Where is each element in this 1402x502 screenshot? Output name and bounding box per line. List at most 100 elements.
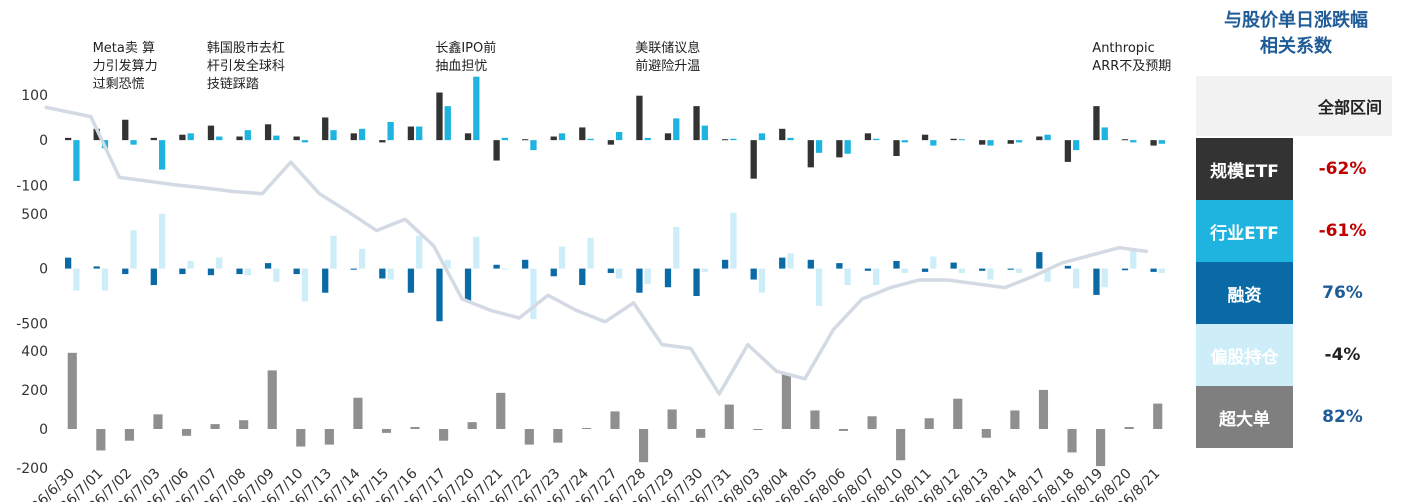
bar-超大单-26/7/28 [638, 428, 649, 463]
bar-规模ETF-26/7/29 [664, 133, 672, 141]
price-point-26/7/22 [518, 317, 520, 319]
price-point-26/8/21 [1147, 251, 1149, 252]
bar-融资-26/7/13 [322, 268, 329, 293]
price-point-26/7/27 [604, 321, 606, 323]
bar-行业ETF-26/8/18 [1073, 140, 1080, 151]
bar-规模ETF-26/8/05 [807, 140, 814, 168]
bar-行业ETF-26/8/20 [1130, 140, 1137, 143]
y-tick-label: 400 [21, 344, 48, 360]
bar-规模ETF-26/8/06 [836, 140, 843, 158]
correlation-row: 融资 76% [1196, 262, 1392, 324]
y-tick-label: -500 [16, 316, 48, 332]
bar-偏股持仓-26/7/07 [216, 257, 223, 269]
bar-规模ETF-26/7/21 [493, 140, 500, 161]
price-point-26/7/29 [661, 344, 663, 346]
bar-融资-26/8/11 [921, 268, 929, 272]
bar-行业ETF-26/8/04 [787, 137, 794, 141]
bar-融资-26/6/30 [64, 257, 72, 269]
bar-行业ETF-26/7/03 [158, 140, 166, 170]
bar-融资-26/8/07 [864, 268, 872, 271]
bar-超大单-26/7/27 [610, 411, 620, 429]
bar-融资-26/7/14 [350, 268, 357, 270]
price-point-26/8/13 [975, 283, 977, 285]
bar-偏股持仓-26/7/01 [101, 268, 109, 291]
correlation-row: 偏股持仓 -4% [1196, 324, 1392, 386]
bar-超大单-26/7/01 [96, 428, 106, 451]
bar-融资-26/8/19 [1093, 268, 1100, 295]
bar-行业ETF-26/7/02 [130, 140, 137, 145]
bar-偏股持仓-26/8/11 [930, 256, 937, 269]
price-point-26/7/09 [261, 193, 263, 195]
bar-偏股持仓-26/8/13 [987, 268, 994, 280]
bar-超大单-26/8/05 [810, 410, 820, 429]
bar-行业ETF-26/7/15 [387, 122, 394, 141]
price-point-26/8/14 [1004, 287, 1006, 289]
bar-融资-26/8/12 [950, 262, 957, 269]
bar-规模ETF-26/8/03 [750, 140, 757, 179]
bar-规模ETF-26/7/20 [464, 133, 472, 141]
bar-规模ETF-26/8/07 [864, 133, 872, 141]
bar-偏股持仓-26/7/17 [444, 259, 451, 269]
bar-行业ETF-26/8/13 [987, 140, 994, 146]
bar-行业ETF-26/7/28 [644, 137, 651, 141]
price-point-26/7/24 [575, 309, 577, 311]
bar-行业ETF-26/7/22 [530, 140, 537, 151]
correlation-row-label: 行业ETF [1196, 200, 1293, 262]
bar-偏股持仓-26/8/12 [958, 268, 966, 273]
bar-超大单-26/8/06 [838, 428, 849, 431]
price-point-26/7/30 [690, 347, 692, 349]
bar-行业ETF-26/8/06 [844, 140, 851, 154]
correlation-header-label: 全部区间 [1317, 98, 1382, 117]
bar-超大单-26/7/13 [324, 428, 334, 445]
bar-偏股持仓-26/7/28 [644, 268, 651, 284]
bar-融资-26/7/29 [664, 268, 672, 288]
bar-行业ETF-26/7/29 [673, 118, 680, 141]
event-annotation: 韩国股市去杠 杆引发全球科 技链踩踏 [206, 41, 285, 92]
bar-规模ETF-26/7/24 [579, 127, 586, 141]
bar-偏股持仓-26/7/02 [130, 230, 137, 269]
bar-偏股持仓-26/8/03 [758, 268, 766, 293]
correlation-row-value: -62% [1318, 159, 1367, 179]
price-point-26/7/07 [204, 187, 206, 189]
event-annotation: Meta卖 算 力引发算力 过剩恐慌 [92, 41, 158, 92]
bar-规模ETF-26/8/11 [921, 134, 929, 141]
y-tick-label: -200 [16, 461, 48, 477]
bar-规模ETF-26/8/21 [1150, 140, 1157, 146]
bar-行业ETF-26/8/19 [1101, 127, 1108, 141]
chart-area: 1000-1005000-5004002000-20026/6/3026/7/0… [16, 76, 1166, 502]
bar-超大单-26/7/09 [267, 370, 277, 429]
bar-超大单-26/7/29 [667, 409, 677, 429]
bar-超大单-26/7/14 [353, 397, 363, 429]
bar-融资-26/7/27 [607, 268, 614, 273]
y-tick-label: 100 [21, 88, 48, 104]
bar-偏股持仓-26/8/17 [1044, 268, 1051, 282]
price-point-26/7/21 [490, 309, 492, 311]
bar-规模ETF-26/7/14 [350, 133, 357, 141]
bar-融资-26/8/06 [836, 263, 843, 269]
bar-超大单-26/7/22 [524, 428, 534, 445]
bar-融资-26/7/21 [493, 264, 500, 269]
bar-超大单-26/7/17 [439, 428, 449, 441]
bar-融资-26/7/07 [207, 268, 215, 276]
bar-超大单-26/7/08 [239, 420, 249, 429]
correlation-header: 全部区间 [1196, 76, 1392, 136]
bar-偏股持仓-26/7/30 [701, 268, 708, 272]
bar-融资-26/8/05 [807, 259, 814, 269]
correlation-row-label: 偏股持仓 [1196, 324, 1293, 386]
bar-规模ETF-26/8/04 [779, 128, 786, 141]
bar-规模ETF-26/6/30 [64, 137, 72, 141]
y-tick-label: 0 [39, 262, 48, 278]
bar-规模ETF-26/7/03 [150, 137, 157, 141]
bar-规模ETF-26/8/13 [979, 140, 986, 145]
bar-行业ETF-26/8/17 [1044, 134, 1051, 141]
y-tick-label: -100 [16, 178, 48, 194]
bar-融资-26/8/14 [1007, 268, 1014, 270]
bar-规模ETF-26/7/30 [693, 106, 700, 141]
bar-行业ETF-26/7/20 [473, 76, 480, 141]
price-point-26/7/06 [176, 184, 178, 186]
correlation-row-label: 融资 [1196, 262, 1293, 324]
price-point-26/8/18 [1061, 262, 1063, 264]
bar-行业ETF-26/8/12 [958, 139, 966, 141]
event-annotation: 长鑫IPO前 抽血担忧 [435, 41, 497, 74]
bar-超大单-26/8/19 [1096, 428, 1106, 467]
